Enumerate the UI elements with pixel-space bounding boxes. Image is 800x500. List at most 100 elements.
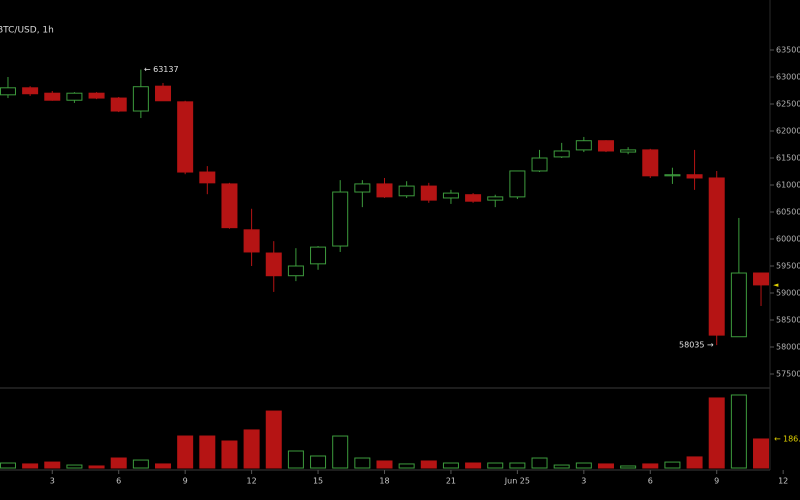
candle-body — [398, 185, 415, 197]
candle-body — [132, 86, 149, 112]
candle-body — [376, 183, 393, 198]
x-tick-label: 9 — [183, 477, 188, 486]
candle-body — [221, 183, 238, 229]
volume-bar — [177, 435, 194, 469]
y-tick-label: 59500 — [776, 262, 800, 271]
volume-bar — [509, 462, 526, 469]
candle-body — [155, 85, 172, 102]
volume-bar — [22, 463, 39, 469]
volume-bar — [310, 455, 327, 469]
x-tick-label: 9 — [714, 477, 719, 486]
volume-bar — [442, 462, 459, 469]
candle-body — [199, 171, 216, 184]
volume-bar — [44, 461, 61, 469]
x-tick-label: 3 — [50, 477, 55, 486]
x-tick-label: 6 — [116, 477, 121, 486]
y-tick-label: 61000 — [776, 181, 800, 190]
chart-title: BTC/USD, 1h — [0, 26, 54, 36]
volume-bar — [132, 459, 149, 469]
x-tick-label: 18 — [379, 477, 389, 486]
volume-bar — [620, 465, 637, 469]
candle-body — [22, 87, 39, 95]
candle-body — [730, 272, 747, 338]
volume-bar — [243, 429, 260, 469]
volume-bar — [730, 394, 747, 469]
x-tick-label: 3 — [581, 477, 586, 486]
volume-bar — [642, 463, 659, 469]
candle-body — [44, 92, 61, 101]
volume-bar — [686, 456, 703, 469]
volume-bar — [664, 461, 681, 469]
x-tick-label: 12 — [247, 477, 257, 486]
volume-bar — [753, 438, 770, 469]
y-tick-label: 59000 — [776, 289, 800, 298]
candle-body — [708, 177, 725, 336]
x-tick-label: 12 — [778, 477, 788, 486]
y-tick-label: 60000 — [776, 235, 800, 244]
volume-bar — [531, 457, 548, 469]
candle-body — [177, 101, 194, 173]
volume-label: 186. — [783, 434, 800, 443]
annotation: ← 63137 — [144, 65, 179, 74]
volume-bar — [287, 450, 304, 469]
volume-bar — [265, 410, 282, 469]
volume-bar — [708, 397, 725, 469]
volume-bar — [553, 464, 570, 469]
candle-body — [487, 196, 504, 201]
candle-body — [664, 174, 681, 177]
y-tick-label: 57500 — [776, 370, 800, 379]
candle-body — [442, 192, 459, 199]
volume-bar — [354, 457, 371, 469]
volume-bar — [465, 462, 482, 469]
volume-bar — [221, 440, 238, 469]
x-tick-label: 21 — [446, 477, 456, 486]
candle-body — [243, 229, 260, 253]
candle-body — [553, 150, 570, 158]
candle-body — [110, 97, 127, 112]
candle-body — [531, 157, 548, 172]
x-tick-label: Jun 25 — [504, 477, 530, 486]
y-tick-label: 58500 — [776, 316, 800, 325]
volume-bar — [376, 460, 393, 469]
y-tick-label: 62500 — [776, 100, 800, 109]
x-tick-label: 6 — [648, 477, 653, 486]
volume-bar — [66, 464, 83, 469]
volume-bar — [575, 462, 592, 469]
candle-body — [509, 170, 526, 198]
candle-body — [686, 174, 703, 179]
y-tick-label: 63500 — [776, 46, 800, 55]
candle-body — [332, 191, 349, 247]
candle-body — [88, 92, 105, 99]
volume-bar — [88, 465, 105, 469]
volume-bar — [155, 463, 172, 469]
y-tick-label: 61500 — [776, 154, 800, 163]
candle-body — [620, 149, 637, 153]
candle-body — [265, 252, 282, 277]
candle-body — [597, 140, 614, 152]
y-tick-label: 62000 — [776, 127, 800, 136]
candle-body — [465, 194, 482, 202]
volume-bar — [398, 463, 415, 469]
volume-bar — [597, 463, 614, 469]
volume-bar — [487, 462, 504, 469]
candle-body — [310, 246, 327, 265]
candle-body — [642, 149, 659, 177]
x-tick-label: 15 — [313, 477, 323, 486]
y-tick-label: 60500 — [776, 208, 800, 217]
price-marker: ◄ — [773, 281, 779, 289]
candle-body — [354, 183, 371, 193]
candle-body — [420, 185, 437, 201]
volume-bar — [332, 435, 349, 469]
candle-body — [575, 140, 592, 151]
volume-arrow: ← — [774, 434, 781, 443]
volume-bar — [110, 457, 127, 469]
y-tick-label: 58000 — [776, 343, 800, 352]
volume-bar — [420, 460, 437, 469]
candle-body — [0, 87, 16, 96]
candle-body — [287, 265, 304, 277]
candle-body — [66, 92, 83, 101]
candle-body — [753, 272, 770, 286]
annotation: 58035 → — [679, 341, 714, 350]
